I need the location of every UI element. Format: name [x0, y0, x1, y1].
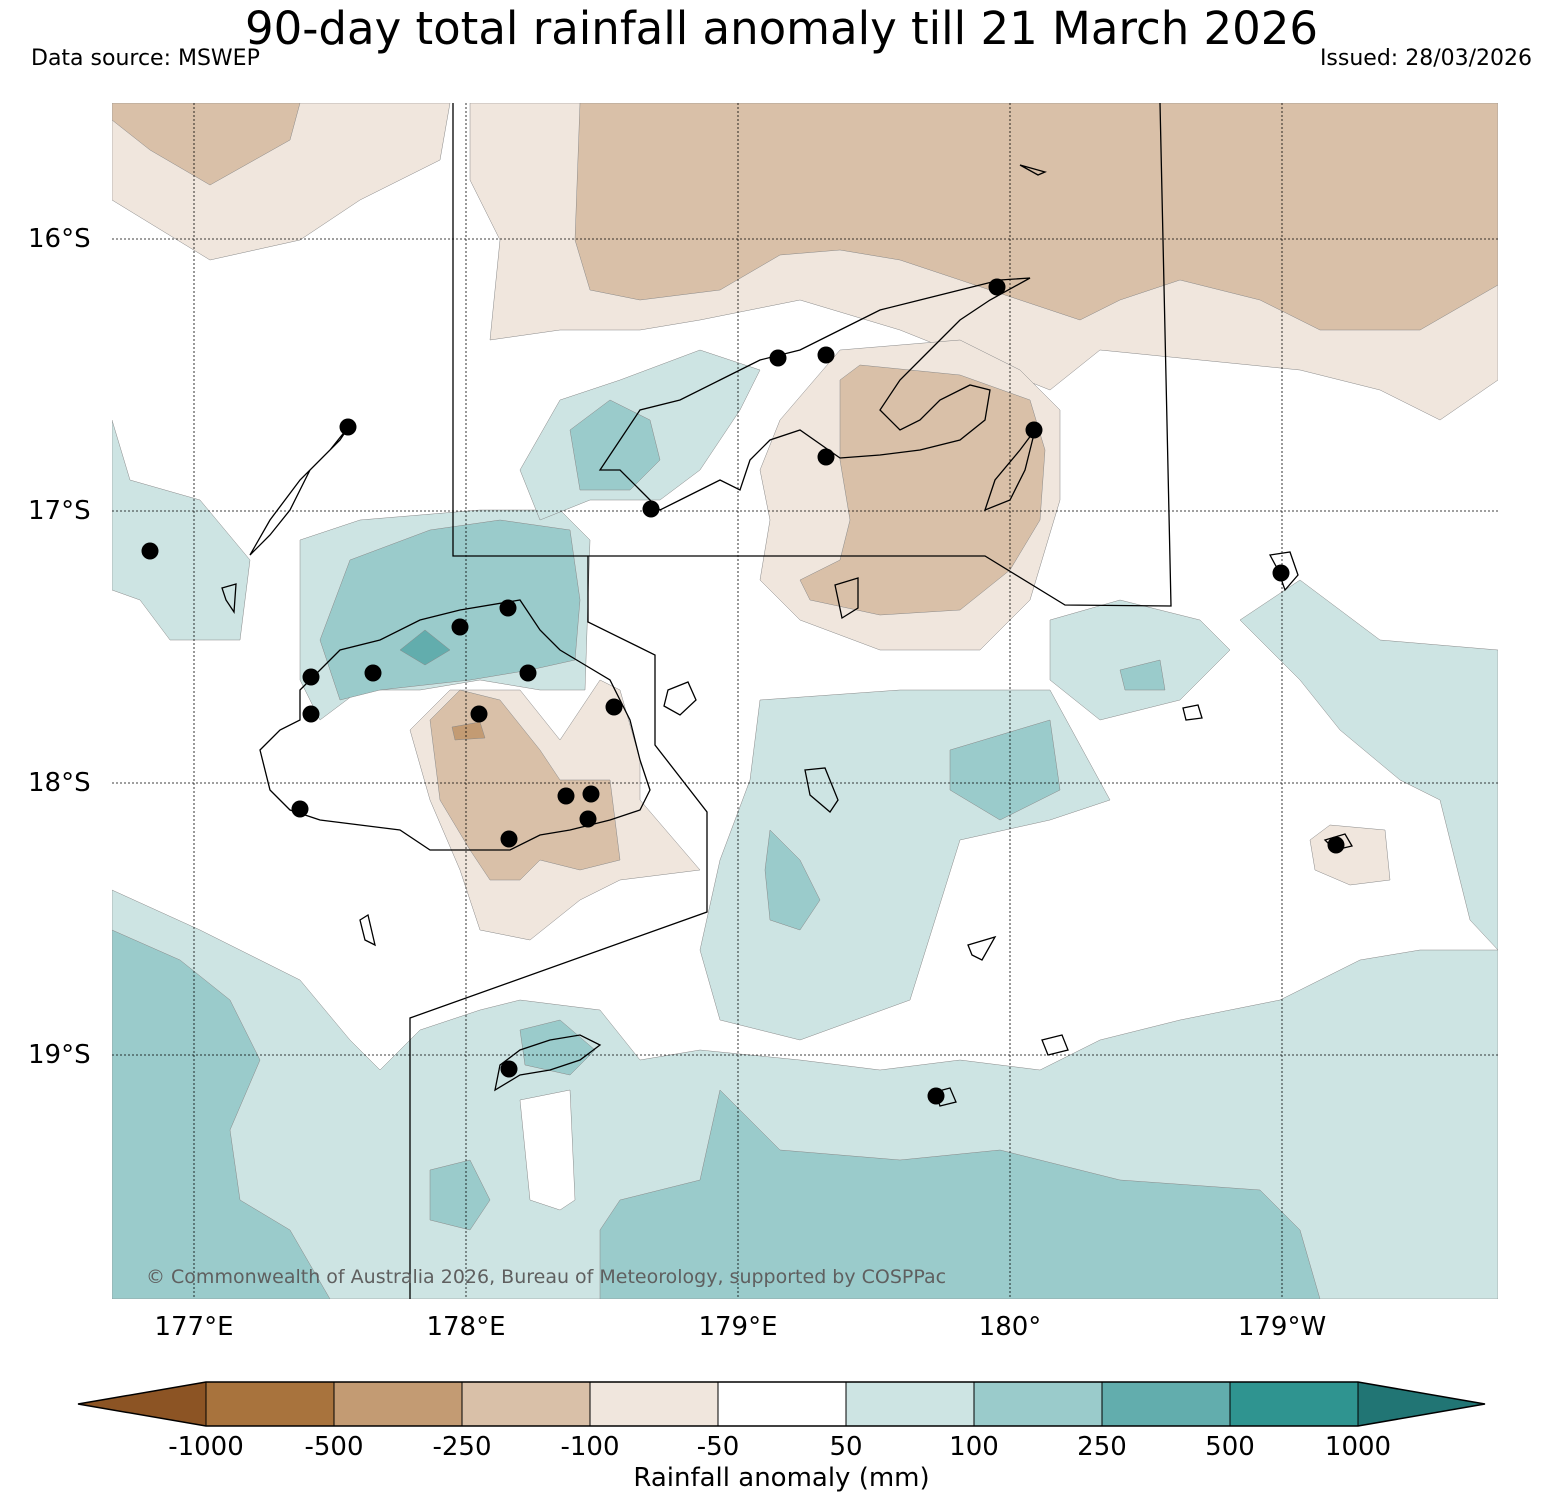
colorbar-swatch	[718, 1382, 846, 1426]
colorbar-tick: -50	[696, 1432, 740, 1462]
station-marker	[1272, 564, 1290, 582]
colorbar-tick: 500	[1205, 1432, 1255, 1462]
dry-region-south-pocket	[519, 1089, 576, 1211]
colorbar-tick: -250	[432, 1432, 492, 1462]
colorbar-extend-low	[78, 1382, 206, 1426]
wet-region-south-west	[112, 929, 331, 1299]
colorbar-tick: 250	[1077, 1432, 1127, 1462]
lat-label-18s: 18°S	[28, 768, 91, 798]
dry-region-ne	[574, 103, 1498, 331]
station-marker	[500, 830, 518, 848]
anomaly-field	[112, 103, 1498, 1299]
island-ovalau	[663, 681, 697, 716]
kadavu-coast	[494, 1034, 602, 1092]
island-rotuma-group	[1019, 164, 1047, 176]
wet-region-south-east	[599, 1089, 1321, 1299]
station-marker	[769, 349, 787, 367]
station-marker	[470, 705, 488, 723]
lat-label-17s: 17°S	[28, 496, 91, 526]
island-moala	[967, 935, 997, 961]
vanua-levu-coast	[598, 277, 1031, 511]
colorbar	[77, 1381, 1486, 1427]
colorbar-swatch	[334, 1382, 462, 1426]
island-beqa	[359, 913, 376, 947]
station-marker	[988, 278, 1006, 296]
station-marker	[582, 785, 600, 803]
island-koro	[804, 767, 839, 813]
station-markers	[141, 278, 1345, 1105]
island-totoya	[1041, 1034, 1069, 1056]
issued-date-label: Issued: 28/03/2026	[1319, 46, 1532, 71]
island-gau	[834, 577, 859, 620]
colorbar-swatch	[1230, 1382, 1358, 1426]
station-marker	[579, 810, 597, 828]
viti-levu-coast	[259, 599, 651, 851]
wet-region-south-small	[429, 1159, 491, 1231]
wet-region-light-west	[112, 419, 251, 641]
colorbar-label: Rainfall anomaly (mm)	[633, 1463, 930, 1493]
graticule	[112, 103, 1498, 1299]
dry-region-nw	[112, 103, 301, 186]
station-marker	[302, 705, 320, 723]
lat-label-16s: 16°S	[28, 224, 91, 254]
wet-region-north	[319, 519, 581, 701]
colorbar-tick: 100	[949, 1432, 999, 1462]
station-marker	[927, 1087, 945, 1105]
wet-region-east-small	[1119, 659, 1166, 691]
station-marker	[451, 618, 469, 636]
colorbar-tick: 50	[829, 1432, 863, 1462]
station-marker	[557, 787, 575, 805]
station-marker	[364, 664, 382, 682]
station-marker	[605, 698, 623, 716]
colorbar-swatch	[206, 1382, 334, 1426]
station-marker	[642, 500, 660, 518]
colorbar-tick: 1000	[1324, 1432, 1392, 1462]
colorbar-swatch	[974, 1382, 1102, 1426]
island-vatulele	[221, 583, 237, 614]
station-marker	[519, 664, 537, 682]
colorbar-tick: -500	[304, 1432, 364, 1462]
division-boundaries	[409, 103, 1172, 1299]
station-marker	[141, 542, 159, 560]
colorbar-extend-high	[1358, 1382, 1485, 1426]
lat-label-19s: 19°S	[28, 1040, 91, 1070]
lon-label-177e: 177°E	[154, 1312, 234, 1342]
wet-region-central-2	[764, 829, 821, 931]
colorbar-swatch	[462, 1382, 590, 1426]
station-marker	[499, 599, 517, 617]
lon-label-179w: 179°W	[1237, 1312, 1327, 1342]
station-marker	[817, 448, 835, 466]
station-marker	[500, 1060, 518, 1078]
map-title: 90-day total rainfall anomaly till 21 Ma…	[244, 2, 1319, 55]
wet-region-light-far-east	[1239, 579, 1498, 951]
station-marker	[291, 800, 309, 818]
island-nairai	[1182, 704, 1203, 721]
station-marker	[302, 668, 320, 686]
colorbar-swatch	[590, 1382, 718, 1426]
dry-region-east	[799, 364, 1046, 616]
wet-region-light-east	[1049, 599, 1231, 721]
colorbar-tick: -100	[560, 1432, 620, 1462]
station-marker	[339, 418, 357, 436]
station-marker	[1327, 836, 1345, 854]
data-source-label: Data source: MSWEP	[31, 46, 260, 71]
station-marker	[1025, 421, 1043, 439]
wet-region-vanua-levu	[569, 399, 661, 491]
colorbar-swatch	[846, 1382, 974, 1426]
copyright-notice: © Commonwealth of Australia 2026, Bureau…	[146, 1266, 947, 1288]
station-marker	[817, 346, 835, 364]
dry-region-dark-viti-levu	[451, 721, 486, 741]
lon-label-180: 180°	[978, 1312, 1042, 1342]
lon-label-178e: 178°E	[426, 1312, 506, 1342]
colorbar-swatch	[1102, 1382, 1230, 1426]
wet-region-dark-north	[399, 629, 451, 666]
colorbar-tick: -1000	[168, 1432, 244, 1462]
lon-label-179e: 179°E	[698, 1312, 778, 1342]
